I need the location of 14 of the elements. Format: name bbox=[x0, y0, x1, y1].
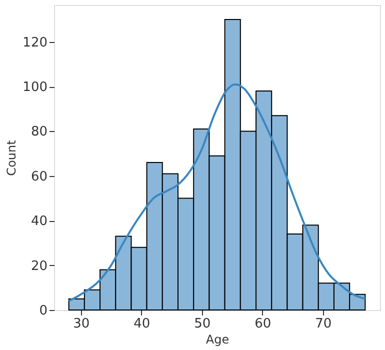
x-axis-title: Age bbox=[206, 332, 230, 346]
y-tick-label: 80 bbox=[30, 124, 48, 140]
x-tick-label: 70 bbox=[315, 316, 332, 332]
y-tick-label: 100 bbox=[22, 80, 48, 96]
y-tick-label: 20 bbox=[30, 258, 48, 274]
y-tick-label: 120 bbox=[22, 35, 48, 50]
y-tick-label: 0 bbox=[39, 304, 48, 318]
x-tick-label: 30 bbox=[73, 316, 90, 332]
x-tick-label: 60 bbox=[254, 316, 272, 332]
x-tick-label: 40 bbox=[134, 316, 150, 332]
y-tick-label: 60 bbox=[30, 169, 48, 184]
y-axis-title: Count bbox=[4, 140, 19, 176]
x-tick-label: 50 bbox=[194, 316, 211, 332]
y-tick-label: 40 bbox=[30, 214, 48, 230]
